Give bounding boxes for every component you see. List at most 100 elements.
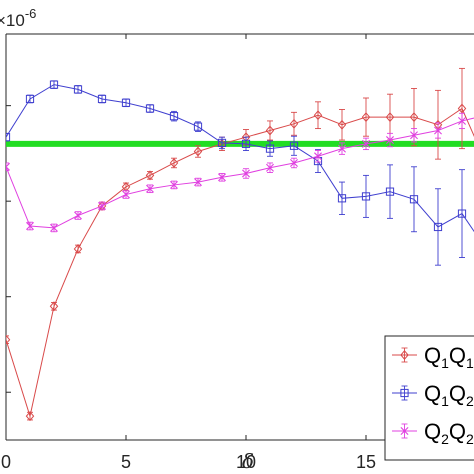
point-Q2Q2-8 [194,178,202,187]
point-Q1Q2-6 [145,104,155,113]
point-Q1Q2-5 [121,98,131,107]
point-Q1Q2-17 [409,195,419,204]
error-bar-Q1Q2-15 [363,174,369,218]
legend-entry-Q2Q2: Q2Q2 [392,419,474,447]
point-Q2Q2-3 [74,211,82,220]
error-bar-Q1Q1-7 [171,157,177,169]
point-Q2Q2-13 [314,152,322,161]
point-Q2Q2-17 [410,131,418,140]
point-Q1Q2-11 [265,144,275,153]
point-Q1Q1-7 [169,157,179,168]
error-bar-Q1Q1-3 [75,244,81,254]
series-Q1Q2 [6,80,474,266]
x-tick-label-0: 0 [1,452,11,472]
point-Q1Q2-14 [337,194,347,203]
legend-marker-Q1Q1 [400,350,409,360]
y-ticks [6,105,11,393]
point-Q2Q2-15 [362,139,370,148]
error-bar-Q1Q1-14 [339,109,345,141]
point-Q2Q2-12 [290,158,298,167]
error-bar-Q1Q1-11 [267,120,273,141]
point-Q1Q1-13 [313,110,323,121]
point-Q2Q2-14 [338,144,346,153]
error-bar-Q1Q2-10 [243,136,249,151]
legend-box [384,335,474,461]
point-Q1Q2-16 [385,187,395,196]
x-axis-title: δ [242,449,254,473]
point-Q1Q2-18 [433,222,443,232]
point-Q1Q1-2 [49,301,59,312]
error-bar-Q1Q1-0 [6,335,9,344]
point-Q1Q2-19 [457,209,467,218]
point-Q2Q2-19 [458,116,466,125]
series-Q2Q2 [6,112,474,233]
error-bar-Q1Q1-5 [123,182,129,192]
point-Q2Q2-0 [6,162,10,171]
error-bar-Q1Q2-19 [459,169,465,258]
legend-entry-Q1Q1: Q1Q1 [392,343,474,371]
legend: Q1Q1 Q1Q2 Q2Q2 [384,335,474,461]
series-line-Q2Q2 [6,117,474,229]
point-Q1Q2-8 [193,122,203,131]
error-bar-Q1Q2-18 [435,188,441,266]
legend-label-Q1Q2: Q1Q2 [424,381,474,409]
point-Q2Q2-11 [266,163,274,172]
error-bar-Q1Q1-6 [147,171,153,180]
point-Q2Q2-4 [98,201,106,210]
error-bar-Q1Q2-11 [267,140,273,157]
error-bar-Q1Q1-12 [291,111,297,136]
point-Q1Q2-3 [73,85,83,94]
error-bar-Q2Q2-0 [6,162,9,172]
point-Q1Q1-3 [73,243,83,254]
error-bar-Q1Q2-14 [339,181,345,216]
series-line-Q1Q2 [6,84,474,233]
point-Q1Q1-17 [409,112,419,123]
point-Q2Q2-9 [218,173,226,182]
point-Q1Q1-8 [193,146,203,157]
point-Q1Q1-6 [145,170,155,181]
point-Q1Q2-1 [25,94,35,104]
point-Q2Q2-18 [434,126,442,135]
error-bar-Q1Q1-13 [315,101,321,130]
point-Q1Q1-19 [457,103,467,114]
point-Q1Q1-12 [289,118,299,129]
error-bar-Q1Q2-17 [411,166,417,233]
legend-entry-Q1Q2: Q1Q2 [392,381,474,409]
x-tick-label-3: 15 [356,452,376,472]
point-Q1Q1-14 [337,119,347,130]
error-bar-Q1Q1-15 [363,97,369,137]
point-Q1Q2-12 [289,141,299,150]
legend-marker-Q1Q2 [400,388,409,398]
point-Q2Q2-2 [50,223,58,232]
point-Q1Q2-15 [361,192,371,201]
point-Q2Q2-7 [170,180,178,189]
point-Q2Q2-6 [146,184,154,193]
point-Q1Q1-11 [265,125,275,136]
point-Q1Q2-7 [169,112,179,121]
error-bar-Q1Q1-2 [51,301,57,311]
error-bar-Q1Q1-19 [459,67,465,150]
legend-label-Q2Q2: Q2Q2 [424,419,474,447]
point-Q2Q2-1 [26,222,34,231]
point-Q1Q1-16 [385,112,395,123]
legend-label-Q1Q1: Q1Q1 [424,343,474,371]
y-exponent-label: ×10-6 [0,6,36,30]
point-Q1Q2-0 [6,133,11,142]
point-Q1Q2-10 [241,139,251,148]
x-tick-label-2: 10 [236,452,256,472]
point-Q1Q1-0 [6,334,11,345]
point-Q1Q2-2 [49,80,59,89]
series-layer [6,67,474,422]
point-Q1Q1-15 [361,112,371,123]
point-Q2Q2-5 [122,190,130,199]
point-Q2Q2-10 [242,169,250,178]
error-bar-Q1Q2-12 [291,135,297,156]
error-bar-Q1Q2-16 [387,164,393,219]
error-bar-Q1Q1-1 [27,411,33,421]
legend-marker-Q2Q2 [400,427,409,435]
x-ticks: 0 5 10 15 [1,34,376,472]
x-tick-label-1: 5 [121,452,131,472]
point-Q1Q1-1 [25,411,35,422]
point-Q2Q2-16 [386,136,394,145]
